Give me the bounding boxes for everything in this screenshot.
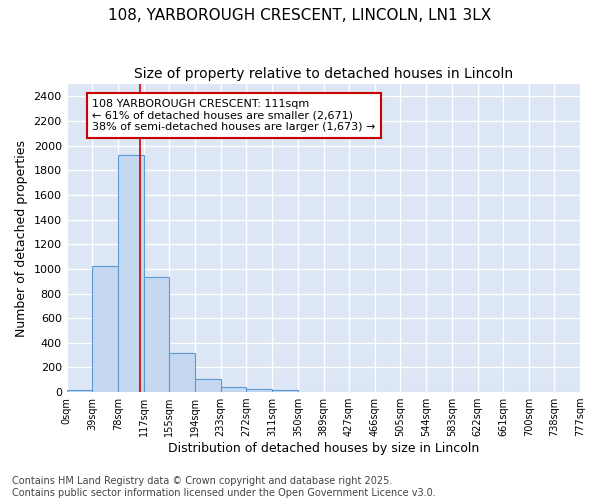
- Text: 108 YARBOROUGH CRESCENT: 111sqm
← 61% of detached houses are smaller (2,671)
38%: 108 YARBOROUGH CRESCENT: 111sqm ← 61% of…: [92, 99, 376, 132]
- Y-axis label: Number of detached properties: Number of detached properties: [15, 140, 28, 336]
- Bar: [247, 389, 272, 392]
- Bar: [169, 352, 195, 392]
- Bar: [118, 155, 144, 392]
- Bar: [195, 379, 221, 392]
- Bar: [67, 390, 92, 392]
- Bar: [92, 266, 118, 392]
- Text: 108, YARBOROUGH CRESCENT, LINCOLN, LN1 3LX: 108, YARBOROUGH CRESCENT, LINCOLN, LN1 3…: [109, 8, 491, 22]
- Text: Contains HM Land Registry data © Crown copyright and database right 2025.
Contai: Contains HM Land Registry data © Crown c…: [12, 476, 436, 498]
- Bar: [221, 386, 247, 392]
- Bar: [144, 278, 169, 392]
- X-axis label: Distribution of detached houses by size in Lincoln: Distribution of detached houses by size …: [168, 442, 479, 455]
- Bar: [272, 390, 298, 392]
- Title: Size of property relative to detached houses in Lincoln: Size of property relative to detached ho…: [134, 68, 513, 82]
